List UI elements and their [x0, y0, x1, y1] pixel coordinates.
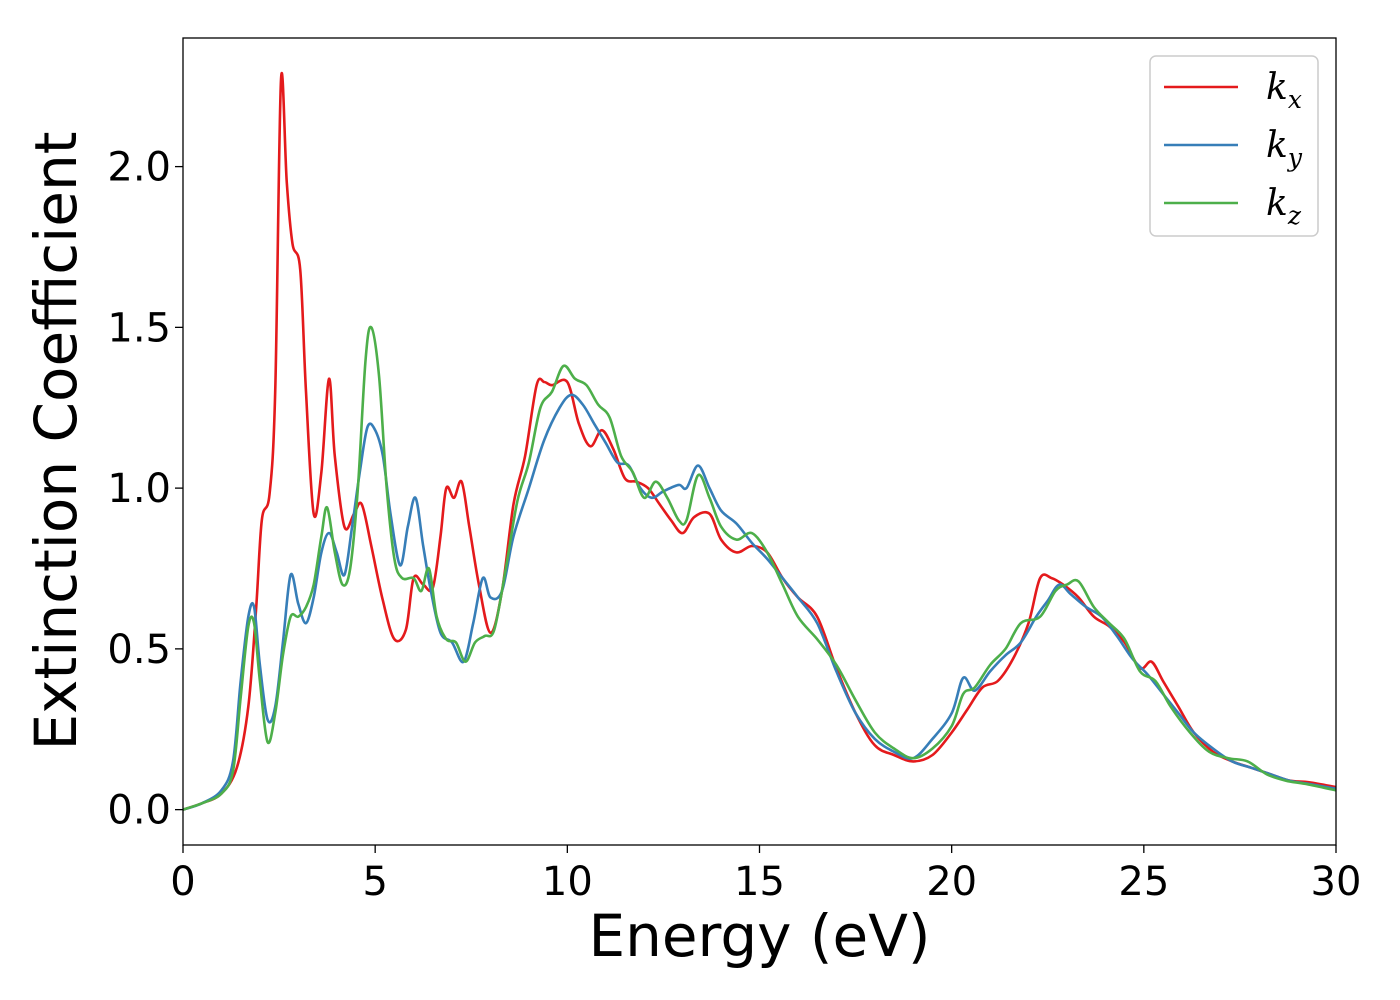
series-line-ky [183, 393, 1336, 811]
y-tick-label: 1.5 [107, 305, 171, 351]
y-tick-label: 0.5 [107, 627, 171, 673]
x-tick-label: 5 [362, 859, 387, 905]
y-axis: 0.0 0.5 1.0 1.5 2.0 [107, 145, 183, 834]
series-layer [183, 71, 1336, 811]
series-line-kz [183, 325, 1336, 811]
x-tick-label: 10 [542, 859, 593, 905]
y-tick-label: 1.0 [107, 466, 171, 512]
x-tick-label: 0 [170, 859, 195, 905]
legend-label-kx: kx [1266, 67, 1302, 114]
x-axis-title: Energy (eV) [588, 902, 930, 970]
x-tick-label: 30 [1311, 859, 1362, 905]
x-axis: 0 5 10 15 20 25 30 [170, 845, 1361, 905]
x-tick-label: 25 [1118, 859, 1169, 905]
y-axis-title: Extinction Coefficient [22, 132, 90, 751]
legend-label-kz: kz [1266, 183, 1302, 230]
legend-label-ky: ky [1266, 125, 1303, 172]
legend: kx ky kz [1149, 55, 1319, 237]
y-tick-label: 2.0 [107, 145, 171, 191]
y-tick-label: 0.0 [107, 788, 171, 834]
x-tick-label: 15 [734, 859, 785, 905]
x-tick-label: 20 [926, 859, 977, 905]
